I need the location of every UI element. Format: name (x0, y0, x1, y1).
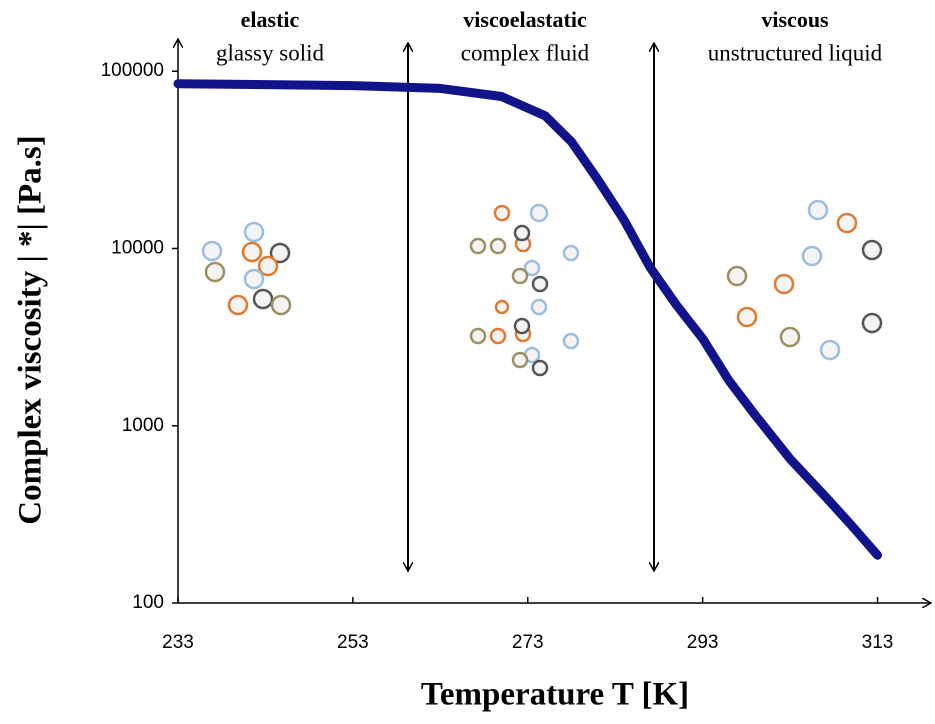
region-title: viscoelastatic (463, 7, 587, 32)
x-tick-label: 293 (687, 632, 719, 653)
x-axis-title: Temperature T [K] (421, 677, 689, 713)
x-tick-label: 313 (862, 632, 894, 653)
y-tick-label: 1000 (122, 415, 164, 436)
x-tick-label: 233 (162, 632, 194, 653)
data-line (173, 79, 882, 560)
y-axis-title: Complex viscosity | *| [Pa.s] (13, 135, 49, 524)
x-tick-label: 273 (512, 632, 544, 653)
y-tick-label: 100000 (101, 60, 164, 81)
molecule-illustration (201, 199, 883, 377)
region-title: elastic (241, 7, 300, 32)
y-tick-label: 100 (132, 592, 164, 613)
region-title: viscous (761, 7, 829, 32)
region-subtitle: glassy solid (216, 40, 324, 65)
x-tick-label: 253 (337, 632, 369, 653)
region-subtitle: unstructured liquid (708, 40, 883, 65)
y-tick-label: 10000 (111, 237, 164, 258)
region-subtitle: complex fluid (461, 40, 590, 65)
